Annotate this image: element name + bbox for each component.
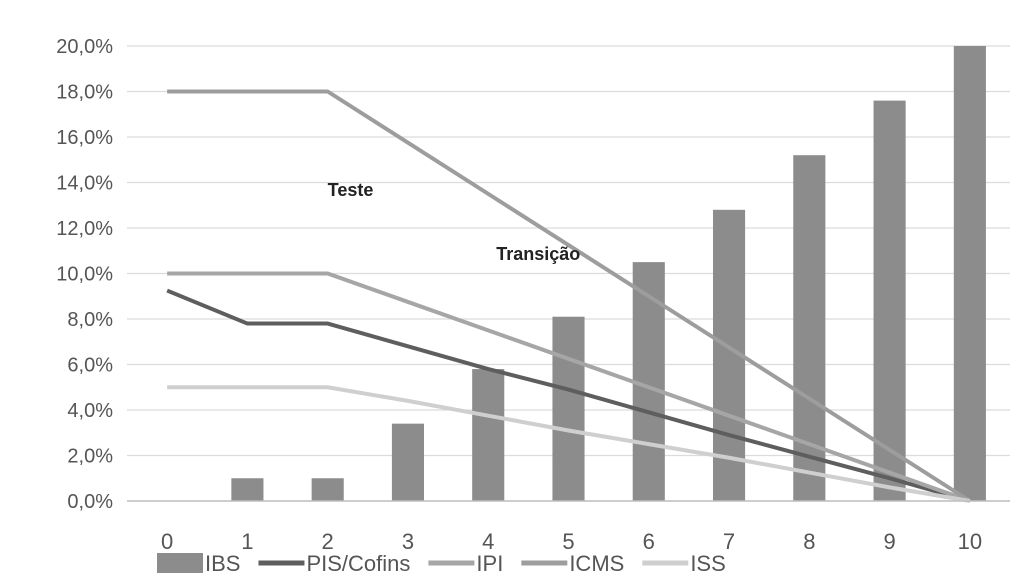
y-tick-label: 6,0% [67, 355, 113, 377]
x-tick-label: 10 [958, 529, 982, 554]
x-tick-label: 2 [322, 529, 334, 554]
line-pis-cofins [166, 288, 971, 503]
y-tick-label: 2,0% [67, 446, 113, 468]
x-tick-label: 4 [482, 529, 494, 554]
line-ipi [167, 271, 971, 503]
x-tick-label: 3 [402, 529, 414, 554]
legend-label-pis-cofins: PIS/Cofins [306, 551, 410, 576]
legend: IBS PIS/Cofins IPI ICMS ISS [157, 551, 726, 576]
annotation-label: Teste [328, 180, 374, 200]
legend-label-icms: ICMS [569, 551, 624, 576]
y-tick-label: 4,0% [67, 400, 113, 422]
y-tick-label: 8,0% [67, 309, 113, 331]
x-tick-label: 7 [723, 529, 735, 554]
legend-label-ipi: IPI [476, 551, 503, 576]
ibs-bar [231, 478, 264, 501]
x-tick-label: 6 [643, 529, 655, 554]
ibs-bar [873, 100, 906, 501]
legend-label-iss: ISS [690, 551, 725, 576]
annotations: Teste Transição [328, 180, 581, 264]
ibs-bar [311, 478, 344, 501]
legend-swatch-ibs [157, 553, 203, 573]
y-tick-label: 14,0% [56, 173, 113, 195]
x-axis-ticks: 0 1 2 3 4 5 6 7 8 9 10 [161, 529, 982, 554]
y-tick-label: 0,0% [67, 491, 113, 513]
annotation-label: Transição [496, 244, 580, 264]
y-tick-label: 10,0% [56, 264, 113, 286]
y-axis-ticks: 0,0% 2,0% 4,0% 6,0% 8,0% 10,0% 12,0% 14,0% 16,0%… [56, 36, 113, 513]
line-iss [167, 385, 971, 503]
x-tick-label: 1 [241, 529, 253, 554]
y-tick-label: 12,0% [56, 218, 113, 240]
x-tick-label: 0 [161, 529, 173, 554]
ibs-bar [552, 316, 585, 501]
y-tick-label: 18,0% [56, 82, 113, 104]
legend-label-ibs: IBS [205, 551, 240, 576]
ibs-bar [472, 369, 505, 501]
series-lines [166, 89, 971, 503]
y-tick-label: 20,0% [56, 36, 113, 58]
x-tick-label: 8 [803, 529, 815, 554]
ibs-bar [953, 46, 986, 501]
y-tick-label: 16,0% [56, 127, 113, 149]
x-tick-label: 9 [883, 529, 895, 554]
ibs-bar [391, 423, 425, 501]
x-tick-label: 5 [562, 529, 574, 554]
line-icms [167, 89, 971, 503]
